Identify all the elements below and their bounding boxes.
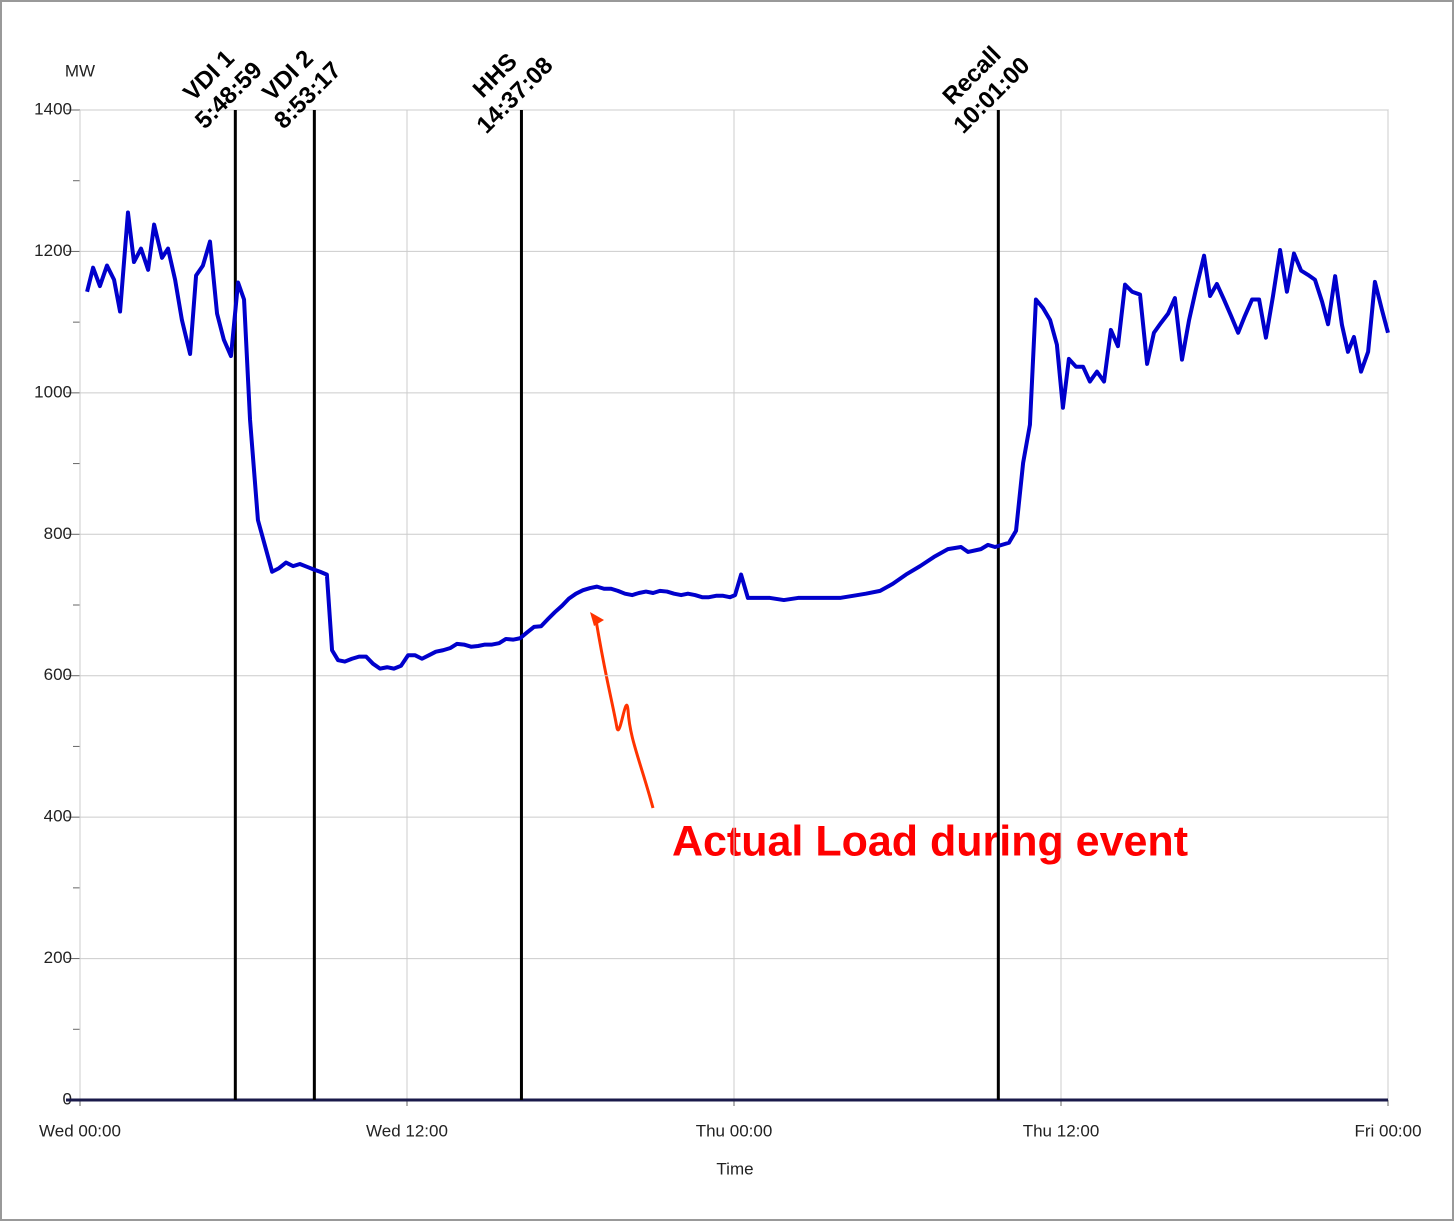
y-axis-label: MW bbox=[65, 61, 95, 80]
y-tick-label: 800 bbox=[44, 524, 72, 543]
y-tick-label: 1200 bbox=[34, 241, 72, 260]
x-tick-label: Wed 12:00 bbox=[366, 1121, 448, 1140]
annotation-arrow bbox=[594, 619, 655, 809]
y-tick-label: 600 bbox=[44, 665, 72, 684]
x-tick-label: Wed 00:00 bbox=[39, 1121, 121, 1140]
y-tick-label: 1400 bbox=[34, 99, 72, 118]
annotation: Actual Load during event bbox=[672, 817, 1188, 865]
x-tick-label: Thu 12:00 bbox=[1023, 1121, 1100, 1140]
x-axis-label: Time bbox=[716, 1159, 753, 1178]
y-tick-label: 400 bbox=[44, 807, 72, 826]
arrow-head bbox=[590, 612, 604, 626]
x-tick-label: Thu 00:00 bbox=[696, 1121, 773, 1140]
y-tick-label: 200 bbox=[44, 948, 72, 967]
x-tick-label: Fri 00:00 bbox=[1354, 1121, 1421, 1140]
line-series bbox=[85, 210, 1390, 671]
y-tick-label: 1000 bbox=[34, 382, 72, 401]
